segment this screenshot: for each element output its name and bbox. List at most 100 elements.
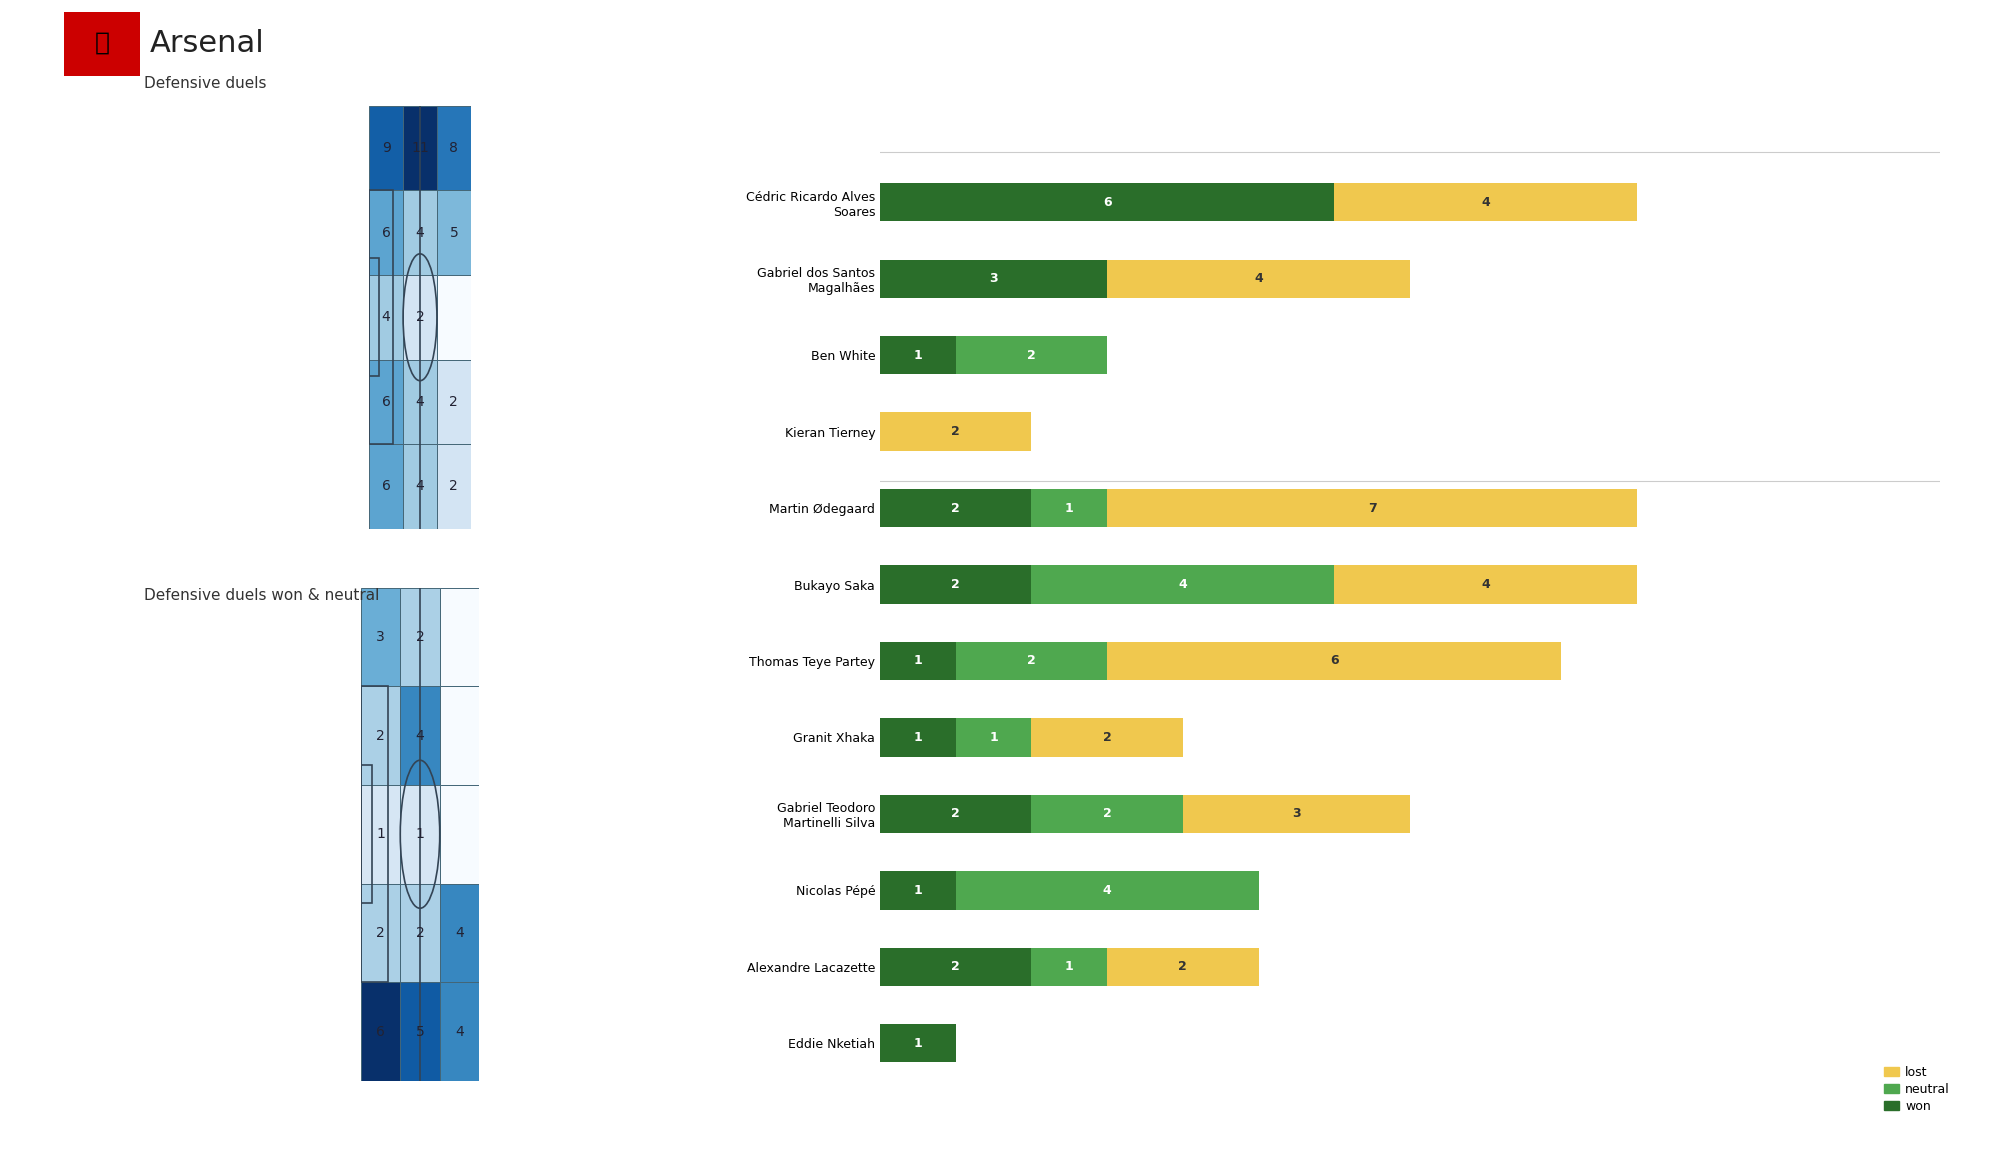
Bar xyxy=(440,785,480,884)
Bar xyxy=(956,336,1108,374)
Bar xyxy=(880,794,1032,833)
Text: 4: 4 xyxy=(456,926,464,940)
Bar xyxy=(1108,948,1258,986)
Bar xyxy=(360,686,388,982)
Bar xyxy=(404,360,436,444)
Text: 4: 4 xyxy=(382,310,390,324)
Text: 6: 6 xyxy=(382,395,390,409)
Text: 2: 2 xyxy=(376,728,384,743)
Text: 4: 4 xyxy=(1102,884,1112,897)
Text: 3: 3 xyxy=(1292,807,1300,820)
Text: 4: 4 xyxy=(416,479,424,494)
Bar xyxy=(1032,948,1108,986)
Bar xyxy=(404,106,436,190)
Text: Defensive duels won & neutral: Defensive duels won & neutral xyxy=(144,588,380,603)
FancyBboxPatch shape xyxy=(62,9,142,81)
Text: 6: 6 xyxy=(1102,196,1112,209)
Bar xyxy=(880,336,956,374)
Bar xyxy=(400,785,440,884)
Text: 4: 4 xyxy=(1178,578,1188,591)
Text: 1: 1 xyxy=(990,731,998,744)
Bar xyxy=(880,489,1032,528)
Text: Arsenal: Arsenal xyxy=(150,29,264,59)
Bar xyxy=(880,718,956,757)
Text: 1: 1 xyxy=(1064,960,1074,973)
Text: 2: 2 xyxy=(1102,807,1112,820)
Bar xyxy=(1032,489,1108,528)
Bar xyxy=(370,190,404,275)
Text: 2: 2 xyxy=(450,479,458,494)
Text: 🔴: 🔴 xyxy=(94,31,110,55)
Bar xyxy=(360,982,400,1081)
Text: 1: 1 xyxy=(416,827,424,841)
Text: 1: 1 xyxy=(914,884,922,897)
Bar xyxy=(956,642,1108,680)
Bar xyxy=(404,444,436,529)
Bar xyxy=(370,444,404,529)
Text: 1: 1 xyxy=(376,827,384,841)
Bar xyxy=(404,275,436,360)
Text: 2: 2 xyxy=(952,502,960,515)
Bar xyxy=(880,565,1032,604)
Bar xyxy=(436,360,470,444)
Legend: lost, neutral, won: lost, neutral, won xyxy=(1878,1061,1954,1117)
Bar xyxy=(880,642,956,680)
Bar xyxy=(360,765,372,904)
Text: 4: 4 xyxy=(1254,273,1262,286)
Bar xyxy=(1032,718,1182,757)
Text: 1: 1 xyxy=(914,654,922,667)
Bar xyxy=(1108,489,1638,528)
Text: 2: 2 xyxy=(1028,349,1036,362)
Text: 1: 1 xyxy=(914,731,922,744)
Bar xyxy=(440,982,480,1081)
Text: Defensive duels: Defensive duels xyxy=(144,76,266,92)
Bar xyxy=(1032,794,1182,833)
Bar xyxy=(1182,794,1410,833)
Bar xyxy=(370,360,404,444)
Bar xyxy=(956,872,1258,909)
Text: 2: 2 xyxy=(416,310,424,324)
Bar xyxy=(400,982,440,1081)
Text: 2: 2 xyxy=(1178,960,1188,973)
Text: 11: 11 xyxy=(412,141,428,155)
Text: 4: 4 xyxy=(416,226,424,240)
Text: 3: 3 xyxy=(990,273,998,286)
Text: 1: 1 xyxy=(1064,502,1074,515)
Text: 2: 2 xyxy=(1028,654,1036,667)
Bar xyxy=(880,412,1032,451)
Bar xyxy=(880,948,1032,986)
Bar xyxy=(360,686,400,785)
Bar xyxy=(436,190,470,275)
Text: 2: 2 xyxy=(416,630,424,644)
Bar xyxy=(436,444,470,529)
Text: 4: 4 xyxy=(456,1025,464,1039)
Bar xyxy=(370,275,404,360)
Bar xyxy=(436,275,470,360)
Text: 4: 4 xyxy=(416,395,424,409)
Bar xyxy=(1108,260,1410,297)
Bar xyxy=(370,106,404,190)
Text: 2: 2 xyxy=(450,395,458,409)
Text: 1: 1 xyxy=(914,1036,922,1049)
Text: 5: 5 xyxy=(416,1025,424,1039)
Bar xyxy=(1108,642,1562,680)
Text: 7: 7 xyxy=(1368,502,1376,515)
Bar xyxy=(440,588,480,686)
Bar xyxy=(404,190,436,275)
Bar xyxy=(360,884,400,982)
Text: 8: 8 xyxy=(450,141,458,155)
Bar xyxy=(370,190,392,444)
Text: 2: 2 xyxy=(376,926,384,940)
Text: 4: 4 xyxy=(1482,196,1490,209)
Text: 3: 3 xyxy=(376,630,384,644)
Text: 2: 2 xyxy=(1102,731,1112,744)
Text: 6: 6 xyxy=(382,479,390,494)
Text: 2: 2 xyxy=(952,960,960,973)
Text: 4: 4 xyxy=(416,728,424,743)
Bar xyxy=(370,258,378,376)
Bar xyxy=(1334,565,1638,604)
Bar xyxy=(1032,565,1334,604)
Bar xyxy=(400,884,440,982)
Text: 6: 6 xyxy=(382,226,390,240)
Text: 2: 2 xyxy=(952,425,960,438)
